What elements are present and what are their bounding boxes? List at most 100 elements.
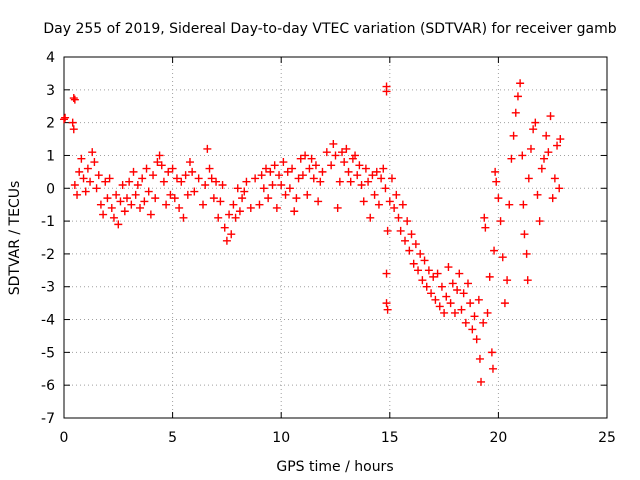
data-point-marker: [75, 167, 84, 176]
data-point-marker: [227, 230, 236, 239]
data-point-marker: [179, 213, 188, 222]
data-point-marker: [468, 325, 477, 334]
data-point-marker: [416, 249, 425, 258]
data-point-marker: [382, 269, 391, 278]
data-point-marker: [261, 164, 270, 173]
data-point-marker: [288, 164, 297, 173]
data-point-marker: [357, 180, 366, 189]
data-point-marker: [242, 177, 251, 186]
data-point-marker: [73, 190, 82, 199]
data-point-marker: [86, 177, 95, 186]
data-point-marker: [105, 174, 114, 183]
data-point-marker: [238, 194, 247, 203]
data-point-marker: [159, 177, 168, 186]
data-point-marker: [382, 299, 391, 308]
data-point-marker: [385, 197, 394, 206]
data-point-marker: [479, 318, 488, 327]
data-point-marker: [240, 187, 249, 196]
data-point-marker: [500, 299, 509, 308]
data-point-marker: [322, 148, 331, 157]
y-tick-label: -6: [41, 378, 55, 394]
data-point-marker: [231, 213, 240, 222]
data-point-marker: [483, 308, 492, 317]
data-point-marker: [185, 158, 194, 167]
data-point-marker: [264, 194, 273, 203]
data-point-marker: [488, 364, 497, 373]
data-point-marker: [70, 95, 79, 104]
data-point-marker: [285, 184, 294, 193]
y-tick-label: 0: [46, 181, 55, 197]
data-point-marker: [485, 272, 494, 281]
data-point-marker: [427, 289, 436, 298]
data-point-marker: [492, 177, 501, 186]
data-point-marker: [112, 190, 121, 199]
data-point-marker: [170, 194, 179, 203]
data-point-marker: [131, 190, 140, 199]
data-point-marker: [542, 131, 551, 140]
data-point-marker: [118, 180, 127, 189]
data-point-marker: [212, 177, 221, 186]
data-point-marker: [151, 194, 160, 203]
data-point-marker: [457, 305, 466, 314]
x-axis-label: GPS time / hours: [276, 459, 393, 475]
data-point-marker: [405, 246, 414, 255]
data-point-marker: [533, 190, 542, 199]
data-point-marker: [342, 144, 351, 153]
data-point-marker: [144, 187, 153, 196]
data-point-marker: [414, 266, 423, 275]
data-point-marker: [175, 203, 184, 212]
data-point-marker: [257, 171, 266, 180]
data-point-marker: [396, 226, 405, 235]
chart-title: Day 255 of 2019, Sidereal Day-to-day VTE…: [43, 21, 616, 37]
data-point-marker: [526, 144, 535, 153]
y-tick-label: -3: [41, 280, 55, 296]
data-point-marker: [214, 213, 223, 222]
data-point-marker: [220, 223, 229, 232]
data-point-marker: [79, 174, 88, 183]
data-point-marker: [125, 177, 134, 186]
data-point-marker: [183, 190, 192, 199]
data-point-marker: [290, 207, 299, 216]
data-point-marker: [157, 161, 166, 170]
data-point-marker: [346, 177, 355, 186]
data-point-marker: [177, 177, 186, 186]
y-tick-label: 1: [46, 148, 55, 164]
data-point-marker: [259, 184, 268, 193]
data-point-marker: [507, 154, 516, 163]
data-point-marker: [383, 305, 392, 314]
data-point-marker: [540, 154, 549, 163]
data-point-marker: [429, 272, 438, 281]
data-point-marker: [251, 174, 260, 183]
data-point-marker: [235, 207, 244, 216]
data-point-marker: [69, 94, 78, 103]
data-point-marker: [511, 108, 520, 117]
data-point-marker: [222, 236, 231, 245]
data-point-marker: [461, 318, 470, 327]
data-point-marker: [283, 167, 292, 176]
data-point-marker: [314, 197, 323, 206]
data-point-marker: [444, 263, 453, 272]
data-point-marker: [140, 197, 149, 206]
data-point-marker: [487, 348, 496, 357]
x-tick-label: 10: [272, 430, 290, 446]
data-points: [60, 79, 565, 386]
data-point-marker: [463, 279, 472, 288]
y-axis-label: SDTVAR / TECUs: [7, 181, 23, 296]
data-point-marker: [153, 158, 162, 167]
data-point-marker: [207, 174, 216, 183]
data-point-marker: [70, 180, 79, 189]
data-point-marker: [555, 184, 564, 193]
gridlines: [64, 57, 607, 418]
data-point-marker: [296, 154, 305, 163]
data-point-marker: [142, 164, 151, 173]
data-point-marker: [407, 230, 416, 239]
data-point-marker: [519, 200, 528, 209]
data-point-marker: [480, 213, 489, 222]
data-point-marker: [383, 226, 392, 235]
data-point-marker: [107, 203, 116, 212]
data-point-marker: [470, 312, 479, 321]
data-point-marker: [335, 177, 344, 186]
data-point-marker: [351, 151, 360, 160]
data-point-marker: [60, 115, 68, 124]
